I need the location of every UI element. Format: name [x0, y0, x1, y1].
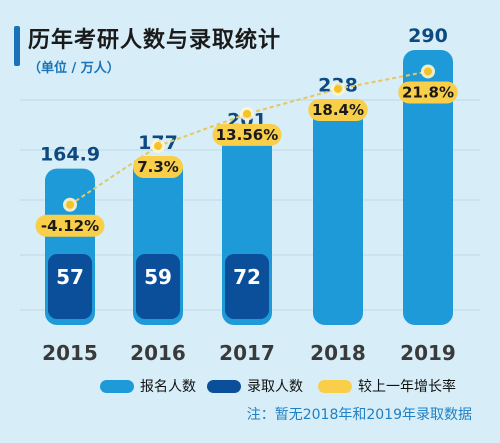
growth-label: 21.8% — [402, 83, 454, 101]
legend-label-applicants: 报名人数 — [140, 379, 196, 395]
x-tick-label: 2015 — [42, 341, 98, 365]
x-tick-label: 2016 — [130, 341, 186, 365]
growth-label: -4.12% — [41, 217, 99, 235]
bar-label-admitted: 72 — [233, 265, 261, 289]
growth-point — [334, 84, 342, 93]
legend-item-applicants: 报名人数 — [100, 378, 196, 395]
bar-admitted — [48, 254, 92, 319]
title-accent-bar — [14, 26, 20, 66]
legend-item-growth: 较上一年增长率 — [318, 378, 456, 395]
x-tick-label: 2018 — [310, 341, 366, 365]
bar-admitted — [136, 254, 180, 319]
growth-label-bg — [398, 81, 458, 104]
growth-label-bg — [308, 98, 368, 121]
growth-point — [154, 142, 162, 151]
footnote: 注：暂无2018年和2019年录取数据 — [246, 407, 472, 423]
bar-label-applicants: 290 — [408, 25, 448, 47]
growth-label-bg — [133, 156, 183, 179]
chart-subtitle: （单位 / 万人） — [28, 61, 120, 76]
bar-label-admitted: 59 — [144, 265, 172, 289]
legend-swatch-applicants — [100, 379, 134, 393]
bar-label-applicants: 164.9 — [40, 144, 100, 166]
growth-point — [66, 200, 74, 209]
growth-label-bg — [35, 214, 105, 237]
growth-label-bg — [212, 123, 282, 146]
chart-title: 历年考研人数与录取统计 — [28, 28, 282, 53]
growth-point — [424, 67, 432, 76]
x-tick-label: 2019 — [400, 341, 456, 365]
bar-applicants — [313, 99, 363, 325]
bar-label-admitted: 57 — [56, 265, 84, 289]
growth-label: 13.56% — [216, 126, 278, 144]
legend-label-growth: 较上一年增长率 — [358, 379, 456, 395]
legend-label-admitted: 录取人数 — [247, 379, 303, 395]
growth-label: 18.4% — [312, 101, 364, 119]
legend-swatch-growth — [318, 379, 352, 393]
legend-swatch-admitted — [207, 379, 241, 393]
bar-applicants — [403, 50, 453, 325]
bar-admitted — [225, 254, 269, 319]
growth-point — [243, 109, 251, 118]
growth-label: 7.3% — [137, 158, 179, 176]
legend-item-admitted: 录取人数 — [207, 378, 303, 395]
x-tick-label: 2017 — [219, 341, 275, 365]
growth-line — [69, 70, 429, 206]
